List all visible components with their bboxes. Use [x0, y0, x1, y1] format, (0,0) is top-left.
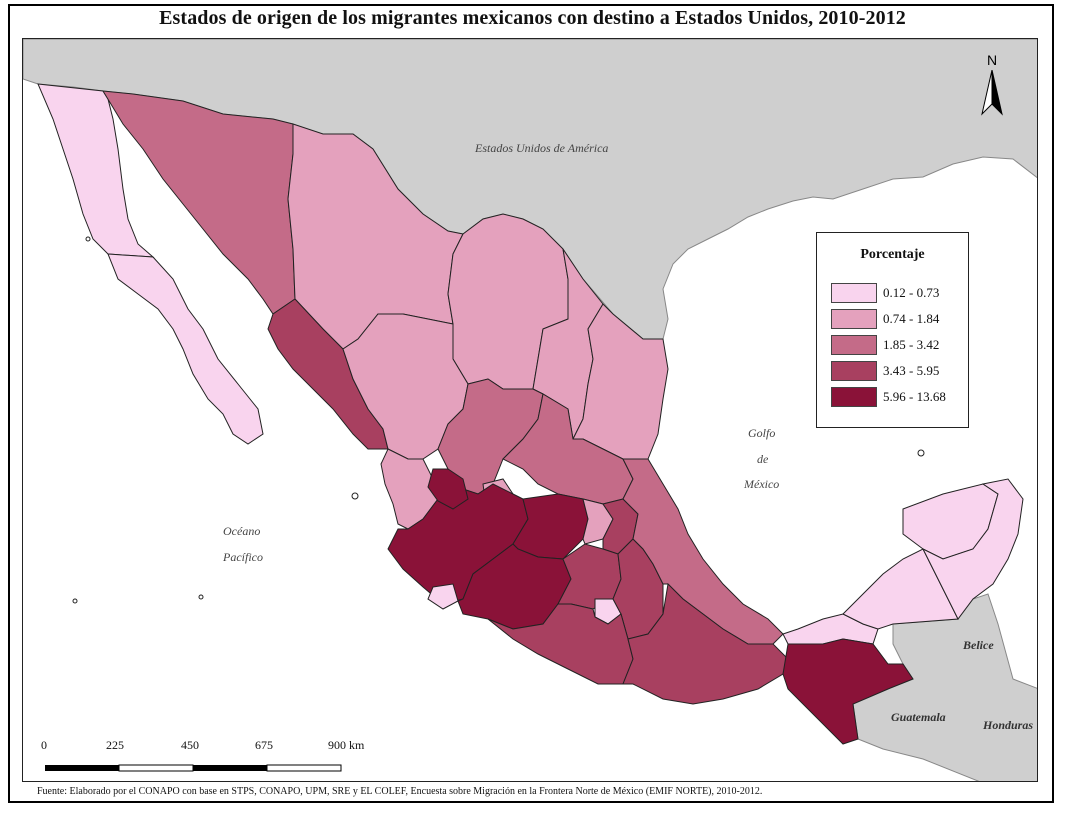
- map-title: Estados de origen de los migrantes mexic…: [159, 7, 906, 29]
- state-sinaloa: [267, 298, 389, 450]
- state-chiapas: [782, 638, 914, 745]
- label-honduras: Honduras: [982, 718, 1033, 732]
- legend-swatch: [831, 335, 877, 355]
- legend-title: Porcentaje: [860, 247, 925, 262]
- legend-label: 3.43 - 5.95: [883, 363, 940, 378]
- legend-label: 0.12 - 0.73: [883, 285, 940, 300]
- island-2: [72, 598, 78, 604]
- north-arrow: N: [980, 52, 1004, 116]
- island-1: [351, 492, 359, 500]
- legend-label: 5.96 - 13.68: [883, 389, 946, 404]
- legend-swatch: [831, 283, 877, 303]
- legend-item: 3.43 - 5.95: [831, 361, 939, 381]
- scale-tick-1: 225: [106, 738, 124, 752]
- legend-swatch: [831, 387, 877, 407]
- label-ocean-2: Pacífico: [222, 550, 263, 564]
- state-baja-california: [37, 83, 155, 258]
- island-5: [85, 236, 91, 242]
- label-ocean-1: Océano: [223, 524, 260, 538]
- state-zacatecas: [437, 378, 544, 495]
- source-note: Fuente: Elaborado por el CONAPO con base…: [37, 786, 763, 797]
- label-belize: Belice: [962, 638, 994, 652]
- legend-label: 0.74 - 1.84: [883, 311, 940, 326]
- island-4: [917, 449, 925, 457]
- north-letter: N: [986, 52, 998, 68]
- legend-item: 0.74 - 1.84: [831, 309, 939, 329]
- legend-item: 1.85 - 3.42: [831, 335, 939, 355]
- scale-tick-4: 900 km: [328, 738, 365, 752]
- label-gulf-1: Golfo: [748, 426, 775, 440]
- label-gulf-3: México: [743, 477, 779, 491]
- state-quintana-roo: [921, 478, 1024, 620]
- scale-tick-2: 450: [181, 738, 199, 752]
- map-svg: Estados Unidos de América Golfo de Méxic…: [23, 39, 1037, 781]
- label-gulf-2: de: [757, 452, 769, 466]
- state-jalisco-north: [427, 468, 469, 510]
- legend: Porcentaje 0.12 - 0.73 0.74 - 1.84 1.85 …: [816, 232, 969, 428]
- legend-label: 1.85 - 3.42: [883, 337, 940, 352]
- label-guatemala: Guatemala: [891, 710, 946, 724]
- map-area: Estados Unidos de América Golfo de Méxic…: [22, 38, 1038, 782]
- legend-swatch: [831, 361, 877, 381]
- north-arrow-icon: [981, 70, 1003, 116]
- scale-bar: [45, 764, 342, 772]
- legend-swatch: [831, 309, 877, 329]
- island-3: [198, 594, 204, 600]
- state-colima: [427, 583, 459, 610]
- legend-item: 0.12 - 0.73: [831, 283, 939, 303]
- scale-tick-3: 675: [255, 738, 273, 752]
- scale-tick-0: 0: [41, 738, 47, 752]
- state-baja-california-sur: [107, 253, 264, 445]
- state-guerrero: [487, 603, 634, 685]
- legend-item: 5.96 - 13.68: [831, 387, 946, 407]
- label-usa: Estados Unidos de América: [474, 141, 608, 155]
